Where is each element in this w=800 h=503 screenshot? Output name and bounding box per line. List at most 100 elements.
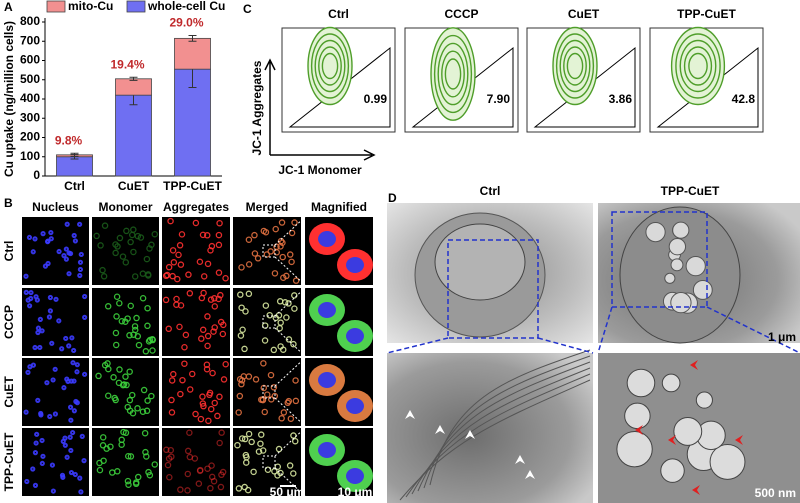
vacuole	[670, 292, 692, 314]
cell	[274, 463, 282, 470]
cell	[37, 344, 43, 351]
y-tick-label: 100	[20, 149, 40, 163]
cell	[28, 295, 34, 302]
cell	[96, 459, 103, 467]
cell	[63, 335, 69, 342]
cell	[167, 446, 175, 454]
cell	[238, 435, 246, 442]
nucleus	[346, 398, 364, 414]
scale-label: 1 μm	[768, 330, 796, 344]
cell	[215, 231, 223, 239]
cell	[130, 331, 137, 338]
cell	[204, 332, 212, 340]
cell	[47, 413, 53, 420]
arrowhead	[692, 485, 700, 495]
cell	[77, 266, 84, 273]
cell	[77, 272, 83, 279]
cell	[163, 446, 170, 454]
cell	[131, 273, 139, 280]
cell	[211, 295, 218, 302]
cell	[56, 248, 62, 255]
cell	[71, 347, 77, 354]
cell	[166, 474, 173, 481]
cell	[278, 219, 286, 226]
membrane	[405, 373, 591, 498]
cell	[40, 231, 46, 237]
cell	[222, 360, 229, 368]
cell	[39, 328, 45, 334]
cell	[252, 376, 260, 383]
zoom-line	[274, 287, 306, 357]
cell	[211, 303, 219, 310]
cell	[170, 370, 177, 378]
cell	[112, 241, 119, 248]
cell	[165, 455, 173, 462]
cell	[167, 217, 174, 225]
cell	[148, 241, 155, 249]
arrowhead	[515, 455, 525, 464]
density-contour	[307, 26, 353, 106]
cell	[79, 433, 85, 439]
arrowhead	[635, 425, 643, 435]
x-axis-label: JC-1 Monomer	[278, 163, 362, 177]
cell	[285, 397, 293, 405]
cell	[49, 462, 56, 468]
cell	[181, 360, 188, 367]
cell	[113, 293, 121, 301]
cell	[127, 453, 135, 460]
cell	[68, 447, 74, 454]
cell	[242, 451, 250, 459]
membrane	[417, 361, 591, 492]
error-bar	[188, 34, 197, 42]
cell	[56, 318, 62, 324]
cell	[110, 374, 117, 381]
cell	[270, 346, 278, 354]
bar-segment	[56, 156, 93, 177]
cell	[112, 396, 119, 404]
x-tick-label: TPP-CuET	[163, 179, 222, 193]
cell	[271, 468, 278, 475]
cell	[129, 409, 137, 417]
cell	[44, 380, 50, 386]
cell	[168, 409, 176, 416]
vacuole	[668, 237, 687, 256]
cell	[142, 348, 150, 355]
cell	[78, 251, 84, 258]
cell	[290, 340, 297, 348]
cell	[186, 453, 194, 461]
column-title: Monomer	[99, 200, 153, 214]
cell	[144, 272, 152, 279]
cell	[199, 400, 207, 407]
density-contour	[563, 46, 587, 86]
cell	[28, 289, 34, 296]
cell	[204, 232, 211, 239]
cell	[24, 478, 30, 485]
density-contour	[321, 52, 339, 80]
cell	[32, 236, 38, 242]
cell	[292, 397, 300, 405]
column-title: Aggregates	[163, 200, 229, 214]
cell	[281, 299, 289, 306]
cell	[288, 229, 296, 237]
cell	[123, 227, 130, 235]
zoom-line	[274, 427, 306, 497]
cell	[82, 314, 88, 320]
cell	[97, 242, 104, 249]
cell	[143, 255, 151, 263]
cell	[274, 472, 281, 479]
cell	[42, 263, 49, 269]
cell	[174, 275, 181, 283]
cell	[62, 442, 68, 448]
zoom-box	[447, 239, 539, 339]
cell	[48, 236, 54, 242]
cell	[44, 239, 51, 245]
cell	[139, 294, 147, 302]
cell	[81, 457, 87, 464]
cell	[208, 242, 216, 250]
cell	[186, 290, 194, 297]
cell	[116, 234, 124, 242]
density-contour	[552, 26, 598, 106]
cell	[82, 371, 88, 377]
vacuole	[624, 402, 651, 430]
cell	[122, 259, 130, 266]
